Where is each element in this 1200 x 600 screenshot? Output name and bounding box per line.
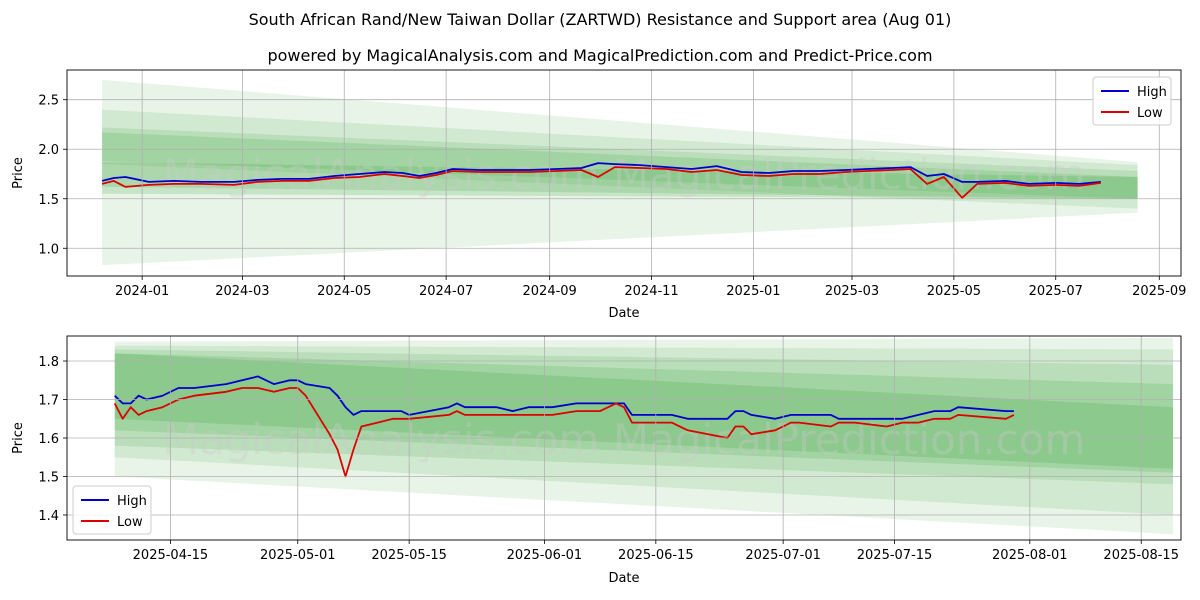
axes-frame: [66, 335, 1182, 541]
y-tick-label: 1.8: [38, 355, 59, 370]
x-tick-label: 2024-01: [115, 284, 169, 299]
x-tick-label: 2025-05-01: [260, 548, 336, 563]
legend-label-low: Low: [1137, 106, 1163, 121]
chart-panel-2: MagicalAnalysis.com MagicalPrediction.co…: [11, 335, 1182, 586]
support-resistance-band: [102, 79, 1138, 266]
chart-panel-1: MagicalAnalysis.com MagicalPrediction.co…: [11, 69, 1186, 321]
support-resistance-band: [114, 349, 1174, 485]
x-tick-label: 2024-09: [523, 284, 577, 299]
support-resistance-band: [114, 337, 1174, 535]
x-tick-label: 2024-07: [419, 284, 473, 299]
y-tick-label: 1.4: [38, 509, 59, 524]
legend-label-high: High: [117, 494, 147, 509]
watermark: MagicalAnalysis.com MagicalPrediction.co…: [163, 150, 1086, 199]
watermark: MagicalAnalysis.com MagicalPrediction.co…: [163, 415, 1086, 464]
x-tick-label: 2025-06-15: [618, 548, 694, 563]
series-line-low: [101, 166, 1101, 199]
x-tick-label: 2025-07-15: [857, 548, 933, 563]
x-tick-label: 2025-09: [1132, 284, 1186, 299]
y-axis-label: Price: [11, 422, 26, 454]
y-axis-label: Price: [11, 157, 26, 189]
chart-subtitle: powered by MagicalAnalysis.com and Magic…: [267, 46, 933, 65]
y-tick-label: 2.0: [38, 143, 59, 158]
plot-area: MagicalAnalysis.com MagicalPrediction.co…: [101, 79, 1138, 266]
x-tick-label: 2024-03: [215, 284, 269, 299]
y-tick-label: 1.6: [38, 432, 59, 447]
y-tick-label: 1.7: [38, 394, 59, 409]
x-tick-label: 2025-07-01: [745, 548, 821, 563]
plot-area: MagicalAnalysis.com MagicalPrediction.co…: [113, 337, 1174, 535]
series-line-low: [113, 387, 1015, 478]
support-resistance-band: [114, 353, 1174, 469]
support-resistance-band: [114, 353, 1174, 473]
x-tick-label: 2025-05-15: [371, 548, 447, 563]
series-line-high: [101, 162, 1101, 185]
support-resistance-band: [114, 345, 1174, 515]
x-tick-label: 2025-08-15: [1103, 548, 1179, 563]
x-tick-label: 2025-03: [825, 284, 879, 299]
support-resistance-band: [102, 127, 1138, 199]
y-tick-label: 1.5: [38, 470, 59, 485]
x-tick-label: 2025-05: [927, 284, 981, 299]
axes-frame: [66, 69, 1182, 277]
x-axis-label: Date: [608, 571, 639, 586]
legend-label-high: High: [1137, 85, 1167, 100]
y-tick-label: 2.5: [38, 94, 59, 109]
x-tick-label: 2025-04-15: [133, 548, 209, 563]
chart-title: South African Rand/New Taiwan Dollar (ZA…: [248, 10, 952, 29]
support-resistance-band: [102, 109, 1138, 209]
x-tick-label: 2024-05: [317, 284, 371, 299]
x-tick-label: 2025-06-01: [507, 548, 583, 563]
x-tick-label: 2025-07: [1029, 284, 1083, 299]
x-tick-label: 2025-08-01: [992, 548, 1068, 563]
series-line-high: [114, 375, 1014, 420]
y-tick-label: 1.0: [38, 242, 59, 257]
x-tick-label: 2024-11: [624, 284, 678, 299]
y-tick-label: 1.5: [38, 193, 59, 208]
legend: High Low: [1092, 76, 1172, 126]
x-axis-label: Date: [608, 306, 639, 321]
legend: High Low: [72, 485, 152, 535]
x-tick-label: 2025-01: [726, 284, 780, 299]
legend-label-low: Low: [117, 515, 143, 530]
support-resistance-band: [102, 162, 1138, 199]
